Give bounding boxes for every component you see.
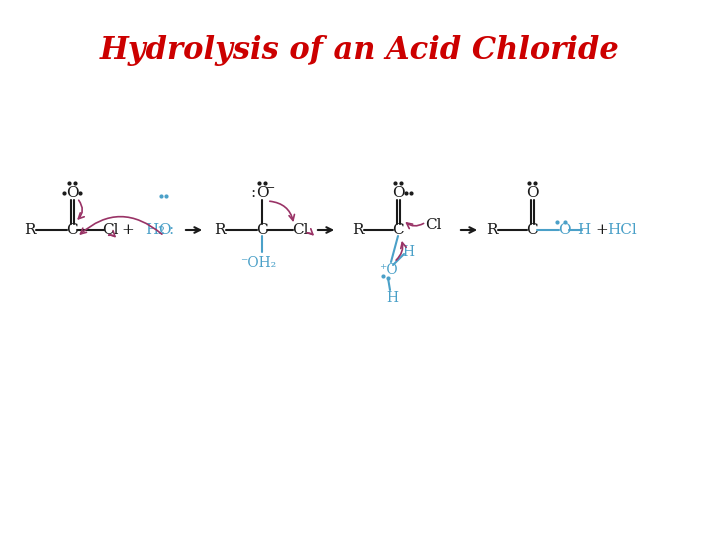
Text: R: R [486,223,498,237]
Text: ⁻OH₂: ⁻OH₂ [240,256,276,270]
Text: O: O [158,223,171,237]
Text: 2: 2 [157,226,164,236]
Text: O: O [526,186,539,200]
Text: O: O [256,186,269,200]
Text: +: + [595,223,608,237]
Text: HCl: HCl [607,223,637,237]
Text: H: H [402,245,414,259]
Text: O: O [558,223,570,237]
Text: H: H [386,291,398,305]
Text: +: + [122,223,135,237]
Text: R: R [215,223,226,237]
Text: :: : [168,223,174,237]
Text: Hydrolysis of an Acid Chloride: Hydrolysis of an Acid Chloride [100,35,620,65]
Text: Cl: Cl [102,223,118,237]
Text: O: O [66,186,78,200]
Text: Cl: Cl [425,218,441,232]
Text: H: H [577,223,590,237]
Text: R: R [24,223,36,237]
Text: C: C [392,223,404,237]
Text: :: : [251,186,256,200]
Text: C: C [66,223,78,237]
Text: R: R [352,223,364,237]
Text: H: H [145,223,158,237]
Text: ⁺O: ⁺O [379,263,397,277]
Text: −: − [266,183,276,193]
Text: C: C [526,223,538,237]
Text: Cl: Cl [292,223,308,237]
Text: O: O [392,186,405,200]
Text: C: C [256,223,268,237]
